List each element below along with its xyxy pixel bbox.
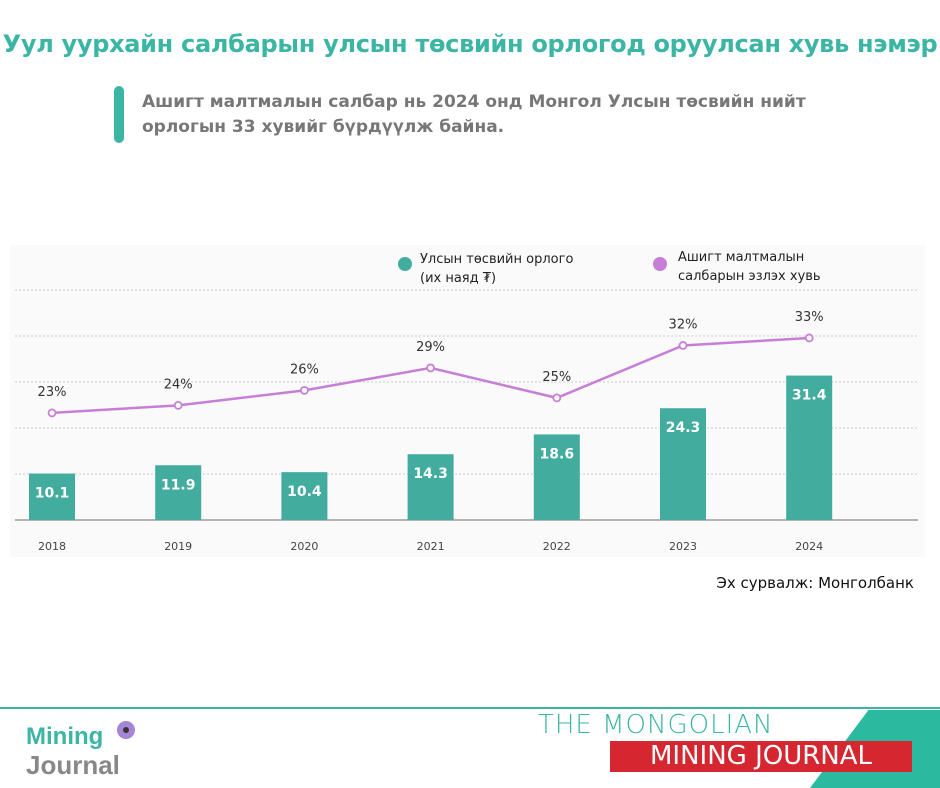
- bar-value-label: 10.4: [287, 484, 322, 500]
- bar: [281, 472, 328, 520]
- line-value-label: 24%: [164, 377, 193, 392]
- bar-value-label: 31.4: [792, 388, 827, 404]
- bar-value-label: 11.9: [161, 477, 196, 493]
- x-tick-label: 2022: [543, 540, 571, 553]
- x-tick-label: 2018: [38, 540, 66, 553]
- source-note: Эх сурвалж: Монголбанк: [716, 574, 914, 592]
- legend-line-label-2: салбарын эзлэх хувь: [678, 269, 821, 284]
- line-point: [426, 363, 436, 373]
- line-point: [678, 341, 688, 350]
- bar: [786, 375, 833, 520]
- footer-divider: [0, 707, 940, 709]
- line-value-label: 23%: [38, 385, 67, 400]
- accent-bar: [114, 86, 124, 143]
- line-point: [47, 408, 57, 418]
- line-value-label: 33%: [795, 310, 824, 325]
- line-value-label: 26%: [290, 362, 319, 377]
- line-point: [552, 393, 562, 403]
- bar-value-label: 14.3: [413, 466, 448, 482]
- legend-bar-label-2: (их наяд ₮): [420, 271, 496, 286]
- svg-text:Journal: Journal: [26, 750, 120, 778]
- line-point: [804, 333, 814, 343]
- page-title: Уул уурхайн салбарын улсын төсвийн орлог…: [2, 30, 938, 58]
- bar: [533, 434, 580, 520]
- bar-value-label: 10.1: [35, 486, 70, 502]
- bar: [155, 465, 202, 520]
- line-value-label: 29%: [416, 340, 445, 355]
- bar: [29, 473, 75, 520]
- brand-line-2: MINING JOURNAL: [610, 741, 912, 772]
- legend-bar-marker: [398, 257, 412, 271]
- x-tick-label: 2019: [164, 540, 192, 553]
- line-point: [299, 385, 309, 395]
- legend-line-marker: [653, 257, 667, 271]
- x-tick-label: 2023: [669, 540, 697, 553]
- svg-text:Mining: Mining: [26, 723, 103, 750]
- mining-journal-logo: Mining Journal: [26, 721, 135, 778]
- bar-value-label: 24.3: [666, 420, 701, 436]
- bar: [407, 454, 454, 520]
- brand-line-1: THE MONGOLIAN: [538, 710, 774, 740]
- legend-bar-label-1: Улсын төсвийн орлого: [420, 252, 573, 267]
- legend-line-label-1: Ашигт малтмалын: [678, 250, 804, 265]
- bar-value-label: 18.6: [540, 446, 575, 462]
- subtitle: Ашигт малтмалын салбар нь 2024 онд Монго…: [142, 92, 806, 137]
- line-value-label: 25%: [542, 370, 571, 385]
- bar: [660, 408, 706, 520]
- x-tick-label: 2020: [290, 540, 318, 553]
- line-value-label: 32%: [669, 317, 698, 332]
- x-tick-label: 2021: [417, 540, 445, 553]
- x-tick-label: 2024: [795, 540, 823, 553]
- line-point: [173, 400, 183, 410]
- chart: 10.1 2018 11.9 2019 10.4 2020 14.3 2021 18.6 2022…: [10, 245, 925, 557]
